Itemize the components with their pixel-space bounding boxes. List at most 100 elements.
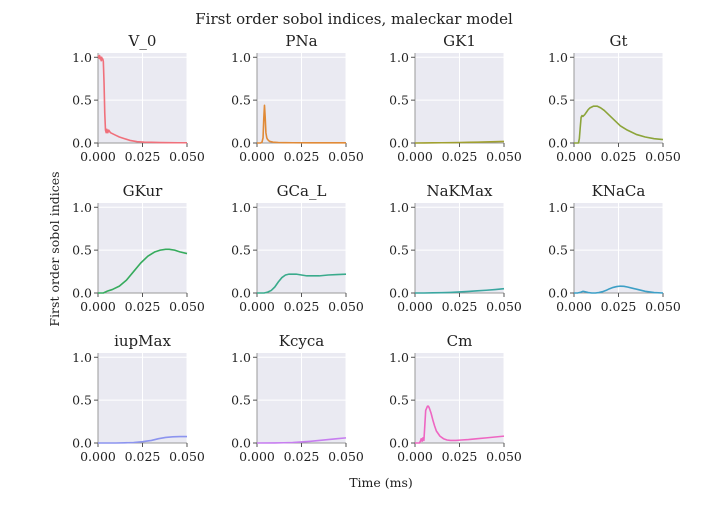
y-tick-label: 1.0	[548, 200, 568, 215]
x-tick-label: 0.050	[328, 449, 364, 464]
panel-pna: 0.000 0.025 0.050 0.0 0.5 1.0 PNa	[231, 32, 364, 164]
panel-gk1: 0.000 0.025 0.050 0.0 0.5 1.0 GK1	[389, 32, 522, 164]
y-tick-label: 0.5	[72, 393, 92, 408]
panel-title: KNaCa	[592, 182, 646, 200]
x-tick-label: 0.050	[169, 299, 205, 314]
panel-title: PNa	[285, 32, 317, 50]
y-tick-label: 0.5	[548, 243, 568, 258]
y-tick-label: 1.0	[72, 50, 92, 65]
y-tick-label: 0.5	[389, 243, 409, 258]
x-tick-label: 0.050	[645, 149, 681, 164]
x-tick-label: 0.000	[80, 449, 116, 464]
x-tick-label: 0.025	[442, 299, 478, 314]
panel-title: GKur	[123, 182, 164, 200]
y-tick-label: 0.0	[72, 136, 92, 151]
panel-v-0: 0.000 0.025 0.050 0.0 0.5 1.0 V_0	[72, 32, 205, 164]
series-line-pna	[257, 104, 346, 144]
y-tick-label: 1.0	[389, 50, 409, 65]
y-tick-label: 0.0	[72, 286, 92, 301]
y-tick-label: 0.0	[389, 436, 409, 451]
x-tick-label: 0.000	[239, 149, 275, 164]
panel-kcyca: 0.000 0.025 0.050 0.0 0.5 1.0 Kcyca	[231, 332, 364, 464]
y-tick-label: 0.0	[389, 286, 409, 301]
y-tick-label: 0.5	[72, 93, 92, 108]
x-tick-label: 0.025	[284, 299, 320, 314]
y-tick-label: 0.0	[231, 286, 251, 301]
x-tick-label: 0.000	[397, 449, 433, 464]
panel-title: NaKMax	[426, 182, 493, 200]
x-tick-label: 0.000	[80, 149, 116, 164]
x-tick-label: 0.025	[125, 449, 161, 464]
x-tick-label: 0.050	[328, 299, 364, 314]
y-tick-label: 1.0	[231, 350, 251, 365]
series-line-gkur	[98, 248, 188, 294]
x-tick-label: 0.000	[239, 299, 275, 314]
panel-gkur: 0.000 0.025 0.050 0.0 0.5 1.0 GKur	[72, 182, 205, 314]
y-tick-label: 1.0	[389, 350, 409, 365]
panel-cm: 0.000 0.025 0.050 0.0 0.5 1.0 Cm	[389, 332, 522, 464]
x-tick-label: 0.025	[601, 299, 637, 314]
x-tick-label: 0.050	[486, 449, 522, 464]
y-tick-label: 1.0	[231, 200, 251, 215]
y-tick-label: 0.5	[389, 93, 409, 108]
x-tick-label: 0.025	[284, 149, 320, 164]
y-tick-label: 0.5	[548, 93, 568, 108]
panel-iupmax: 0.000 0.025 0.050 0.0 0.5 1.0 iupMax	[72, 332, 205, 464]
y-tick-label: 0.5	[72, 243, 92, 258]
x-tick-label: 0.050	[169, 149, 205, 164]
x-tick-label: 0.000	[239, 449, 275, 464]
panel-title: iupMax	[114, 332, 171, 350]
panel-title: Gt	[609, 32, 627, 50]
series-line-gk1	[414, 140, 505, 144]
x-tick-label: 0.025	[601, 149, 637, 164]
series-line-gca-l	[257, 273, 347, 294]
x-tick-label: 0.050	[645, 299, 681, 314]
y-axis-label: First order sobol indices	[47, 171, 62, 326]
series-line-kcyca	[256, 437, 347, 444]
x-tick-label: 0.050	[328, 149, 364, 164]
panel-nakmax: 0.000 0.025 0.050 0.0 0.5 1.0 NaKMax	[389, 182, 522, 314]
y-tick-label: 1.0	[389, 200, 409, 215]
y-tick-label: 0.0	[548, 286, 568, 301]
x-tick-label: 0.000	[556, 299, 592, 314]
y-tick-label: 0.0	[231, 436, 251, 451]
x-tick-label: 0.000	[556, 149, 592, 164]
y-tick-label: 1.0	[231, 50, 251, 65]
panel-title: GK1	[443, 32, 476, 50]
series-line-nakmax	[415, 287, 505, 294]
panel-knaca: 0.000 0.025 0.050 0.0 0.5 1.0 KNaCa	[548, 182, 681, 314]
x-axis-label: Time (ms)	[349, 475, 413, 490]
y-tick-label: 1.0	[72, 350, 92, 365]
x-tick-label: 0.050	[486, 299, 522, 314]
y-tick-label: 0.0	[548, 136, 568, 151]
y-tick-label: 0.0	[72, 436, 92, 451]
panel-title: GCa_L	[277, 182, 327, 200]
x-tick-label: 0.000	[80, 299, 116, 314]
y-tick-label: 0.5	[231, 393, 251, 408]
x-tick-label: 0.050	[486, 149, 522, 164]
panel-title: Cm	[447, 332, 473, 350]
series-line-cm	[415, 405, 505, 444]
x-tick-label: 0.025	[125, 149, 161, 164]
y-tick-label: 0.5	[231, 93, 251, 108]
x-tick-label: 0.025	[284, 449, 320, 464]
x-tick-label: 0.000	[397, 149, 433, 164]
series-line-v-0	[97, 54, 187, 144]
x-tick-label: 0.000	[397, 299, 433, 314]
panel-gca-l: 0.000 0.025 0.050 0.0 0.5 1.0 GCa_L	[231, 182, 364, 314]
x-tick-label: 0.025	[442, 449, 478, 464]
x-tick-label: 0.025	[125, 299, 161, 314]
figure-title: First order sobol indices, maleckar mode…	[195, 10, 513, 28]
y-tick-label: 1.0	[72, 200, 92, 215]
series-line-knaca	[574, 285, 664, 294]
x-tick-label: 0.050	[169, 449, 205, 464]
y-tick-label: 0.0	[389, 136, 409, 151]
x-tick-label: 0.025	[442, 149, 478, 164]
panel-title: V_0	[128, 32, 157, 50]
panel-gt: 0.000 0.025 0.050 0.0 0.5 1.0 Gt	[548, 32, 681, 164]
y-tick-label: 0.5	[389, 393, 409, 408]
y-tick-label: 0.0	[231, 136, 251, 151]
series-line-gt	[574, 105, 664, 144]
